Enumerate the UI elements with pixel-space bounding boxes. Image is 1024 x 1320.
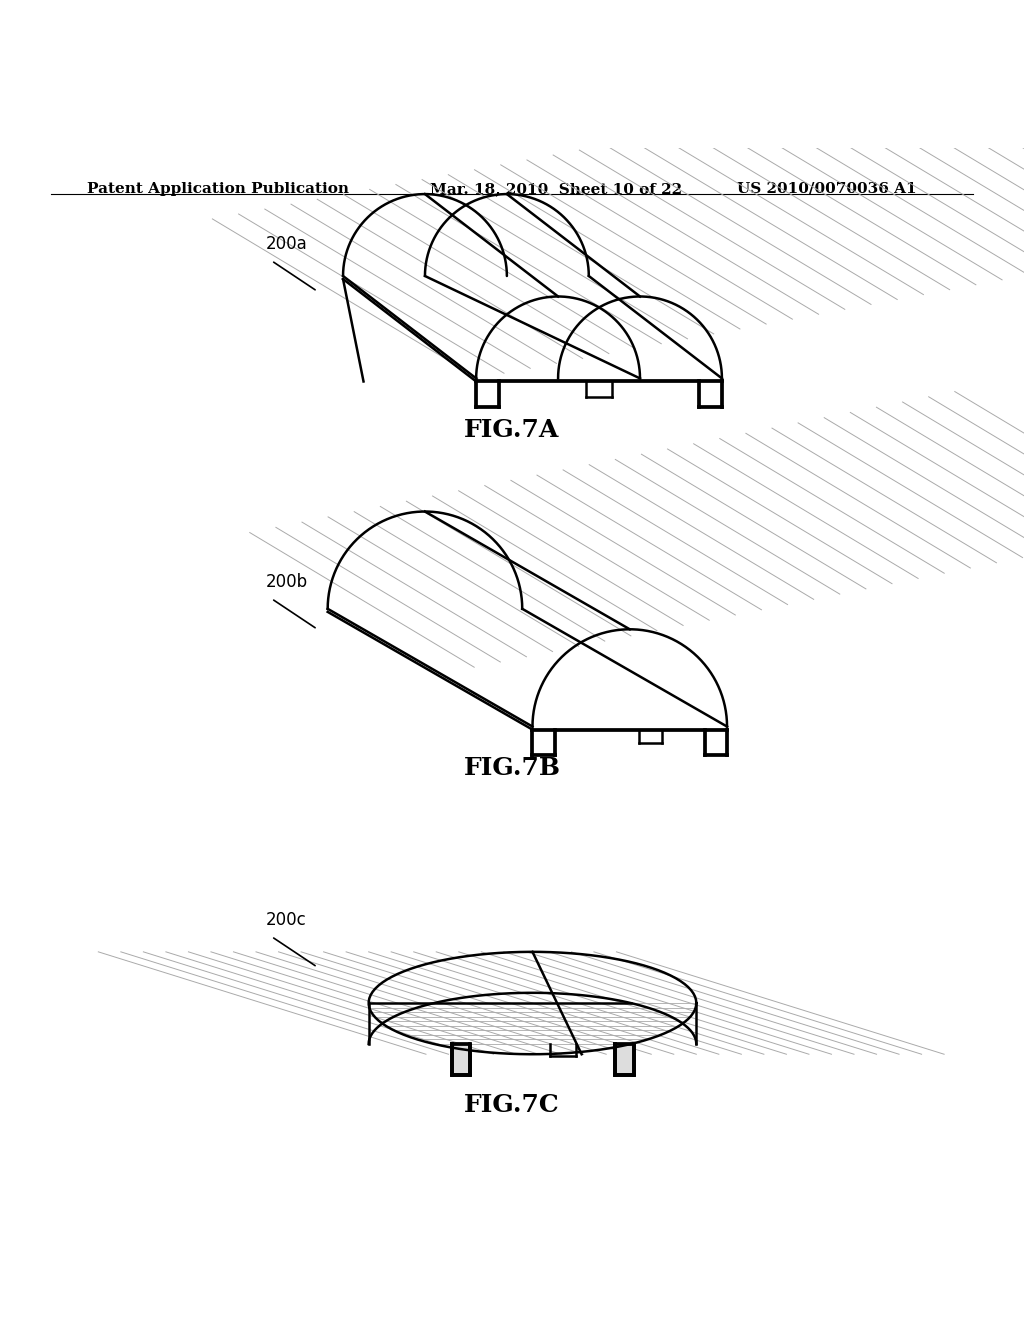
Text: Patent Application Publication: Patent Application Publication	[87, 182, 349, 195]
Text: FIG.7A: FIG.7A	[464, 417, 560, 442]
Polygon shape	[615, 1044, 634, 1074]
Text: 200c: 200c	[266, 911, 307, 929]
Text: Mar. 18, 2010  Sheet 10 of 22: Mar. 18, 2010 Sheet 10 of 22	[430, 182, 682, 195]
Text: 200b: 200b	[266, 573, 308, 591]
Text: FIG.7C: FIG.7C	[464, 1093, 560, 1118]
Polygon shape	[369, 952, 696, 1044]
Polygon shape	[343, 194, 722, 426]
Text: US 2010/0070036 A1: US 2010/0070036 A1	[737, 182, 916, 195]
Polygon shape	[369, 952, 696, 1055]
Polygon shape	[452, 1044, 470, 1074]
Text: 200a: 200a	[266, 235, 308, 253]
Text: FIG.7B: FIG.7B	[464, 755, 560, 780]
Polygon shape	[328, 512, 727, 726]
